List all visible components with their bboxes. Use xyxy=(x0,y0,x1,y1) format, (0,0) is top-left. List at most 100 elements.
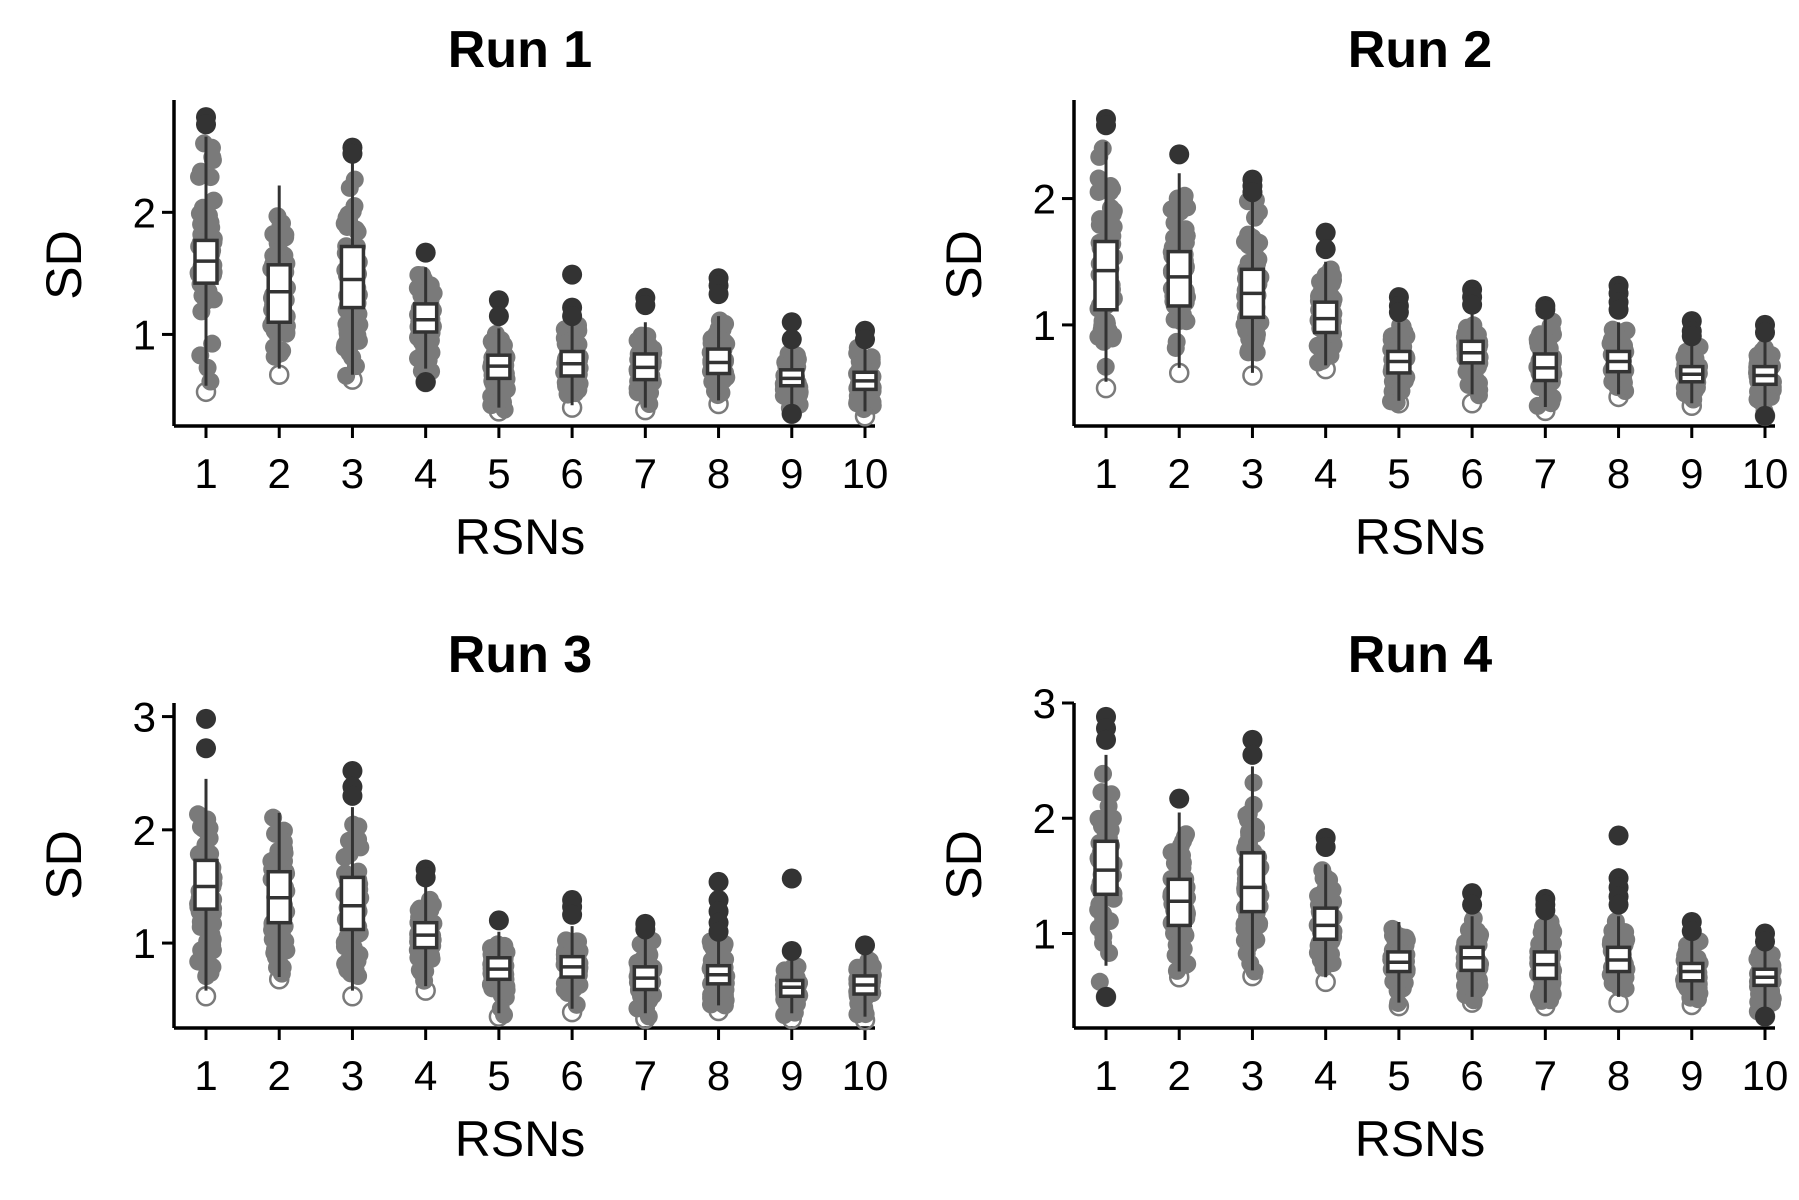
box-group-9 xyxy=(774,868,809,1030)
outlier-point xyxy=(1608,825,1629,846)
outlier-point xyxy=(415,867,436,888)
outlier-point xyxy=(1681,326,1702,347)
outlier-point xyxy=(196,708,216,729)
data-point xyxy=(1606,323,1625,342)
x-tick-label: 1 xyxy=(1094,450,1117,497)
data-point xyxy=(264,808,283,827)
box-group-8 xyxy=(701,268,736,415)
outlier-point xyxy=(1169,788,1190,809)
data-point xyxy=(1177,825,1196,844)
y-tick-label: 1 xyxy=(133,311,156,358)
data-point xyxy=(340,212,359,231)
box-group-1 xyxy=(1089,706,1123,1008)
y-tick-label: 3 xyxy=(1033,680,1056,727)
data-point xyxy=(1542,978,1561,997)
plot-area: 1 2 3 1 2 3 4 5 6 7 8 9 10 xyxy=(1033,680,1789,1099)
x-tick-label: 2 xyxy=(268,1052,291,1099)
outlier-point xyxy=(1315,239,1336,260)
outlier-point xyxy=(196,738,216,759)
data-point xyxy=(413,266,432,285)
box-group-10 xyxy=(1748,923,1782,1027)
panel-title: Run 3 xyxy=(447,626,593,684)
outlier-point xyxy=(415,372,436,393)
data-point xyxy=(1167,961,1186,980)
x-tick-label: 9 xyxy=(780,450,803,497)
y-tick-label: 2 xyxy=(133,189,156,236)
outlier-point xyxy=(1462,894,1483,915)
y-tick-label: 1 xyxy=(1033,910,1056,957)
x-tick-label: 5 xyxy=(1387,1052,1410,1099)
x-tick-label: 5 xyxy=(487,450,510,497)
outlier-point xyxy=(342,143,363,164)
data-point xyxy=(198,358,217,377)
x-tick-label: 3 xyxy=(1241,1052,1264,1099)
data-point xyxy=(1250,233,1269,252)
x-axis-label: RSNs xyxy=(454,509,586,565)
panel-title: Run 4 xyxy=(1347,626,1493,684)
outlier-point xyxy=(1608,894,1629,915)
data-point xyxy=(203,334,222,353)
outlier-point xyxy=(562,264,583,285)
x-tick-label: 8 xyxy=(1607,450,1630,497)
outlier-point xyxy=(1681,921,1702,942)
data-point xyxy=(1240,826,1259,845)
x-tick-label: 5 xyxy=(1387,450,1410,497)
data-point xyxy=(345,170,364,189)
data-point xyxy=(273,958,292,977)
outlier-point xyxy=(1755,322,1775,343)
outlier-point xyxy=(1169,144,1190,165)
data-point xyxy=(201,168,220,187)
data-point xyxy=(1763,989,1782,1008)
box-group-5 xyxy=(1382,919,1416,1017)
outlier-point xyxy=(1315,837,1336,858)
outlier-point xyxy=(1242,729,1263,750)
data-point xyxy=(1250,914,1269,933)
box xyxy=(1166,249,1192,308)
data-point xyxy=(204,191,223,210)
x-tick-label: 4 xyxy=(414,450,437,497)
y-tick-label: 2 xyxy=(1033,795,1056,842)
outlier-point xyxy=(1096,986,1116,1007)
box-group-7 xyxy=(628,287,663,421)
panel-run-1: Run 1 SD RSNs 1 2 1 2 3 4 5 6 7 8 9 10 xyxy=(0,0,900,600)
x-tick-label: 2 xyxy=(268,450,291,497)
x-tick-label: 3 xyxy=(1241,450,1264,497)
x-tick-label: 8 xyxy=(707,1052,730,1099)
box-group-4 xyxy=(408,242,443,393)
box-group-6 xyxy=(555,890,589,1023)
data-point xyxy=(858,387,877,406)
x-tick-label: 10 xyxy=(842,450,889,497)
data-point xyxy=(483,979,502,998)
x-tick-label: 4 xyxy=(414,1052,437,1099)
outlier-point xyxy=(1608,299,1629,320)
data-point xyxy=(1094,764,1113,783)
outlier-point xyxy=(1242,744,1263,765)
box-group-4 xyxy=(1308,222,1343,380)
box-group-1 xyxy=(1089,108,1123,399)
outlier-point xyxy=(781,312,802,333)
outlier-point xyxy=(708,284,729,305)
x-tick-label: 1 xyxy=(1094,1052,1117,1099)
x-tick-label: 6 xyxy=(560,450,583,497)
data-point xyxy=(1167,332,1186,351)
x-tick-label: 8 xyxy=(707,450,730,497)
outlier-point xyxy=(1755,405,1775,426)
data-point xyxy=(1162,843,1181,862)
x-tick-label: 7 xyxy=(1534,1052,1557,1099)
data-point xyxy=(1092,783,1111,802)
data-point xyxy=(195,134,214,153)
x-axis-label: RSNs xyxy=(454,1111,586,1167)
data-point xyxy=(194,819,213,838)
box-group-2 xyxy=(1162,788,1197,988)
y-tick-label: 1 xyxy=(133,920,156,967)
box-group-9 xyxy=(1675,911,1709,1016)
box-group-1 xyxy=(189,708,223,1007)
x-tick-label: 9 xyxy=(1680,1052,1703,1099)
box-group-6 xyxy=(1455,279,1489,414)
box-group-3 xyxy=(1235,169,1270,386)
outlier-point xyxy=(1315,222,1336,243)
box-group-3 xyxy=(1235,729,1270,987)
box-group-2 xyxy=(262,808,296,990)
box-group-10 xyxy=(848,935,882,1031)
